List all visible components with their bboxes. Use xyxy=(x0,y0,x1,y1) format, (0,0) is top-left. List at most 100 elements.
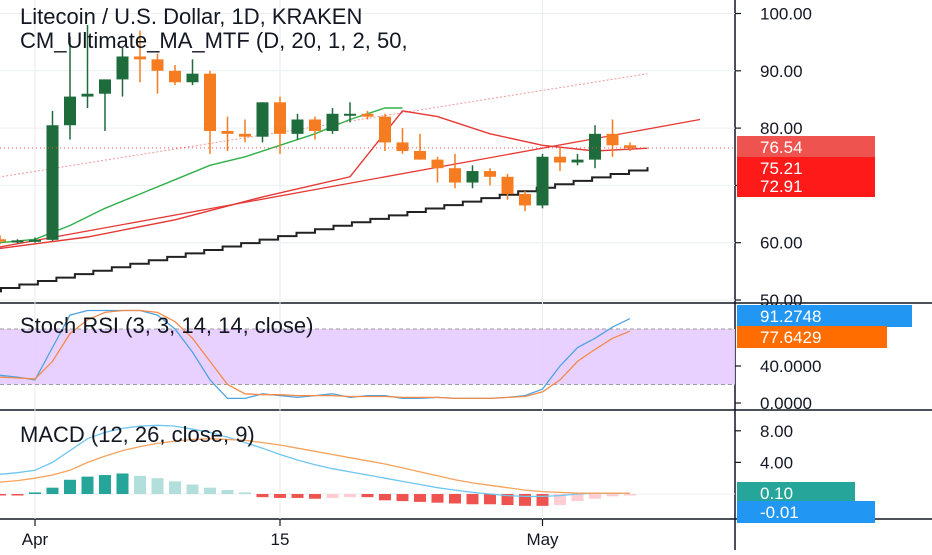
candle-body xyxy=(169,70,181,83)
macd-hist-bar xyxy=(624,494,636,496)
last-price-badge-bg xyxy=(737,136,875,158)
macd-hist-bar xyxy=(344,494,356,498)
candle-body xyxy=(186,73,199,83)
candle-body xyxy=(361,113,374,117)
trend-line xyxy=(0,118,701,248)
macd-hist-bar xyxy=(186,484,199,494)
candle-body xyxy=(134,56,146,60)
chart-title: Litecoin / U.S. Dollar, 1D, KRAKEN xyxy=(20,4,363,29)
macd-hist-bar xyxy=(64,479,76,494)
candle-body xyxy=(554,156,566,163)
macd-hist-bar xyxy=(326,494,339,498)
stoch-rsi-legend[interactable]: Stoch RSI (3, 3, 14, 14, close) xyxy=(20,313,314,338)
price-axis[interactable]: 100.0090.0080.0070.0060.0050.0040.00000.… xyxy=(735,5,912,524)
ma-slow-line xyxy=(0,110,648,250)
candle-body xyxy=(344,113,356,116)
candle-body xyxy=(431,159,444,169)
macd-legend[interactable]: MACD (12, 26, close, 9) xyxy=(20,422,255,447)
macd-hist-bar xyxy=(169,481,181,494)
macd-hist-bar xyxy=(519,494,531,506)
macd-hist-bar xyxy=(571,494,584,502)
macd-hist-badge: 0.10 xyxy=(737,482,855,504)
candle-body xyxy=(239,133,251,137)
candle-body xyxy=(64,96,76,126)
price-tick-label: 60.00 xyxy=(760,234,803,253)
macd-hist-bar xyxy=(151,478,164,494)
candle-body xyxy=(414,151,426,160)
candle-body xyxy=(151,59,164,71)
ma-price-badge-bg xyxy=(737,157,875,179)
candle-body xyxy=(291,119,304,134)
macd-tick-label: 8.00 xyxy=(760,422,793,441)
macd-line-badge: -0.01 xyxy=(737,501,875,523)
macd-hist-bar xyxy=(0,494,6,496)
stoch-k-badge: 91.2748 xyxy=(737,305,912,327)
stoch-rsi-pane[interactable] xyxy=(0,309,735,400)
candle-body xyxy=(379,116,391,143)
macd-line-badge-bg xyxy=(737,501,875,523)
macd-pane[interactable] xyxy=(0,424,735,506)
macd-hist-bar xyxy=(589,494,601,499)
candle-body xyxy=(116,56,129,80)
candle-body xyxy=(274,102,286,134)
macd-hist-bar xyxy=(309,494,321,499)
stoch-k-badge-text: 91.2748 xyxy=(760,307,821,326)
ma-price-badge-text: 75.21 xyxy=(760,159,803,178)
candle-body xyxy=(81,93,94,97)
price-tick-label: 90.00 xyxy=(760,62,803,81)
price-tick-label: 100.00 xyxy=(760,5,812,24)
candle-body xyxy=(624,145,636,148)
macd-hist-bar xyxy=(431,494,444,503)
macd-hist-bar xyxy=(536,494,549,506)
step-price-badge-text: 72.91 xyxy=(760,177,803,196)
candle-body xyxy=(309,119,321,131)
macd-hist-bar xyxy=(204,487,216,494)
candle-body xyxy=(0,239,6,242)
price-pane[interactable] xyxy=(0,24,735,293)
candle-body xyxy=(466,171,479,183)
time-tick-label: May xyxy=(526,530,559,549)
signal-line xyxy=(0,438,630,494)
candle-body xyxy=(204,73,216,131)
time-tick-label: Apr xyxy=(22,530,49,549)
macd-hist-bar xyxy=(414,494,426,502)
macd-hist-bar xyxy=(81,476,94,494)
macd-hist-bar xyxy=(291,494,304,498)
ma-indicator-legend[interactable]: CM_Ultimate_MA_MTF (D, 20, 1, 2, 50, xyxy=(20,28,408,53)
candle-body xyxy=(46,125,59,240)
step-price-badge-bg xyxy=(737,175,875,197)
last-price-badge: 76.54 xyxy=(737,136,875,158)
macd-line-badge-text: -0.01 xyxy=(760,503,799,522)
candle-body xyxy=(11,240,24,243)
candle-body xyxy=(484,171,496,177)
macd-hist-bar xyxy=(484,494,496,505)
macd-hist-bar xyxy=(99,475,111,494)
macd-hist-bar xyxy=(466,494,479,505)
stoch-d-badge-text: 77.6429 xyxy=(760,328,821,347)
candle-body xyxy=(326,113,339,131)
macd-hist-bar xyxy=(134,475,146,494)
candle-body xyxy=(589,133,601,160)
stoch-tick-label: 0.0000 xyxy=(760,394,812,413)
macd-hist-bar xyxy=(116,473,129,494)
macd-hist-bar xyxy=(11,494,24,496)
macd-hist-bar xyxy=(449,494,461,504)
time-axis[interactable]: Apr 15 May xyxy=(22,519,559,549)
macd-line xyxy=(0,424,630,498)
stoch-d-badge: 77.6429 xyxy=(737,326,887,348)
candle-body xyxy=(536,156,549,206)
candle-body xyxy=(571,159,584,163)
stoch-k-badge-bg xyxy=(737,305,912,327)
macd-hist-badge-bg xyxy=(737,482,855,504)
candle-body xyxy=(256,102,269,137)
step-price-badge: 72.91 xyxy=(737,175,875,197)
candle-body xyxy=(99,79,111,94)
macd-hist-bar xyxy=(361,494,374,498)
candle-body xyxy=(519,193,531,206)
macd-hist-bar xyxy=(29,492,41,494)
stoch-d-badge-bg xyxy=(737,326,887,348)
